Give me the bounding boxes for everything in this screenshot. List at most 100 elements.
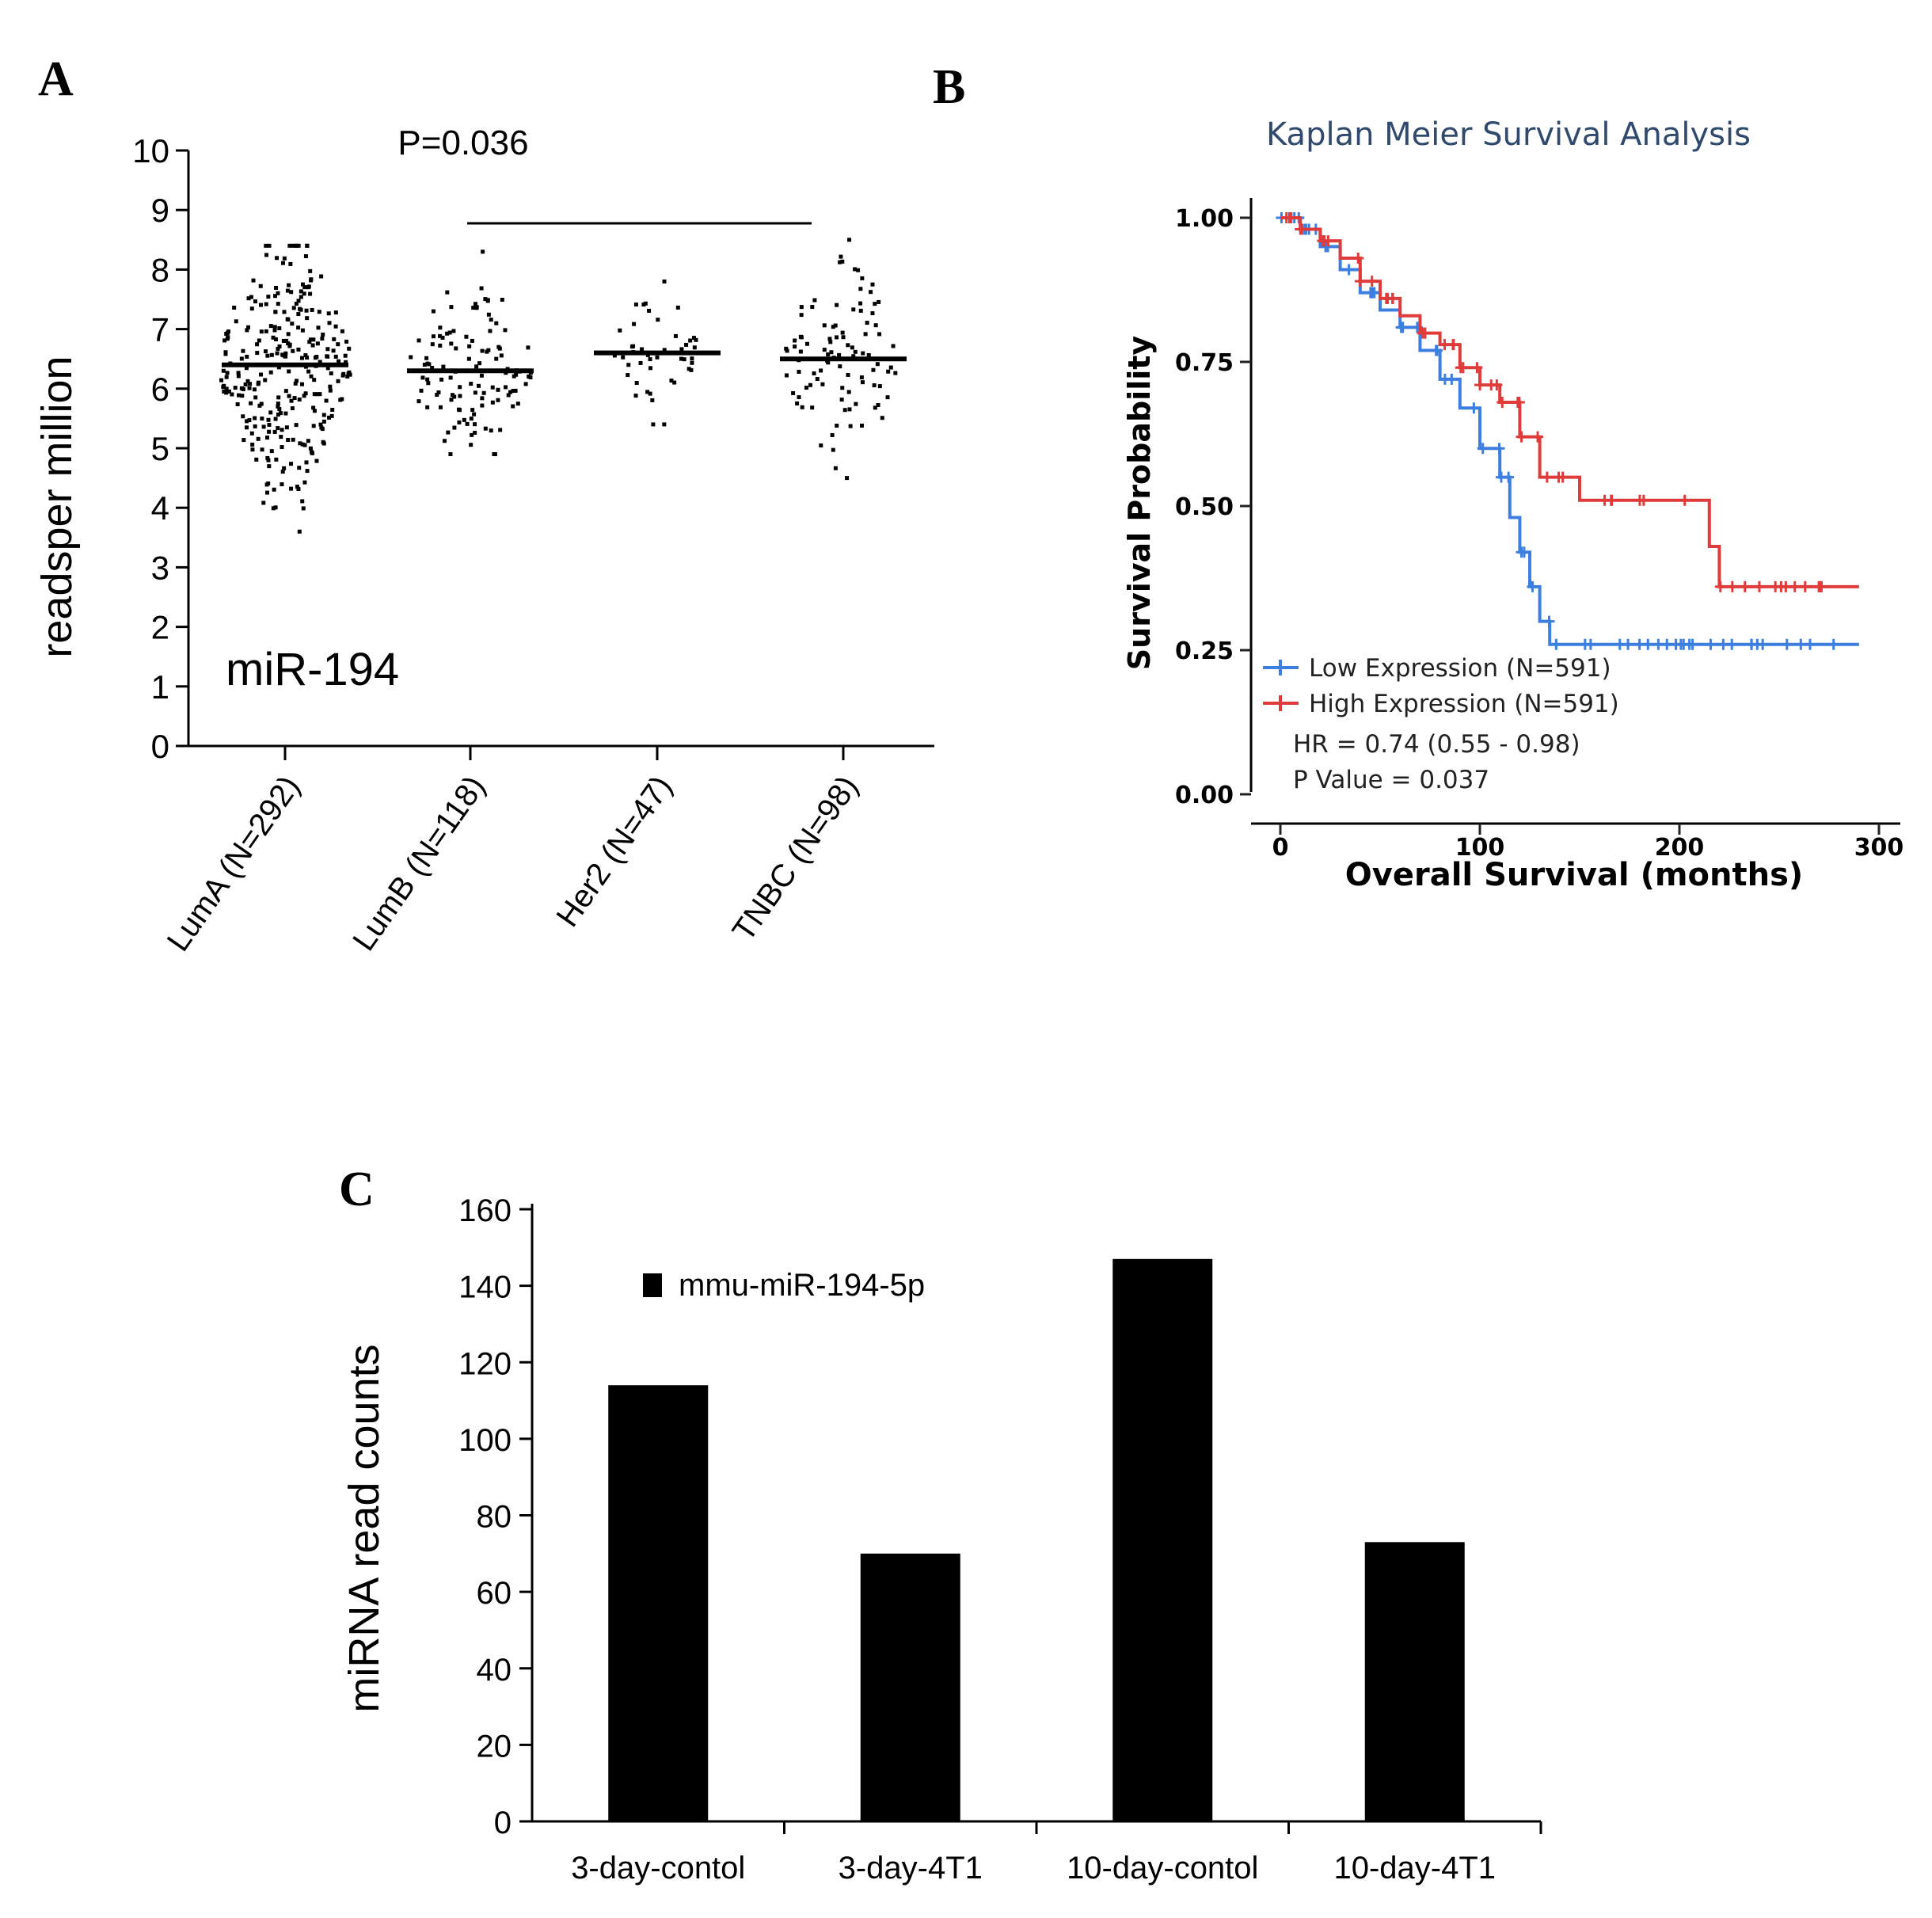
data-point	[286, 332, 291, 337]
data-point	[673, 333, 678, 338]
data-point	[294, 379, 299, 383]
data-point	[250, 447, 255, 452]
data-point	[480, 348, 485, 353]
data-point	[438, 325, 443, 330]
y-tick-label-a: 3	[151, 549, 169, 586]
data-point	[858, 287, 863, 291]
data-point	[866, 352, 871, 357]
data-point	[330, 408, 335, 413]
data-point	[686, 367, 691, 371]
data-point	[303, 353, 308, 358]
data-point	[826, 352, 831, 357]
data-point	[289, 486, 294, 491]
censor-mark	[1380, 292, 1392, 304]
data-point	[612, 353, 617, 358]
censor-mark	[1446, 373, 1458, 385]
data-point	[688, 338, 693, 343]
data-point	[258, 303, 263, 307]
data-point	[289, 462, 294, 466]
data-point	[820, 382, 825, 386]
data-point	[871, 367, 876, 372]
censor-mark	[1642, 638, 1654, 650]
data-point	[500, 297, 504, 302]
data-point	[822, 323, 827, 328]
data-point	[290, 322, 295, 326]
censor-mark	[1295, 223, 1306, 235]
data-point	[333, 324, 338, 329]
data-point	[819, 443, 823, 447]
data-point	[298, 306, 302, 311]
data-point	[326, 311, 331, 316]
data-point	[336, 342, 340, 347]
data-point	[302, 394, 306, 398]
data-point	[274, 457, 279, 462]
data-point	[327, 321, 332, 325]
data-point	[311, 405, 316, 410]
data-point	[337, 359, 341, 363]
x-tick-label-a: Her2 (N=47)	[550, 770, 679, 933]
y-tick-label-c: 80	[477, 1500, 512, 1535]
censor-mark	[1364, 287, 1376, 299]
data-point	[854, 401, 858, 406]
data-point	[276, 395, 281, 400]
data-point	[257, 338, 261, 343]
legend-label-c: mmu-miR-194-5p	[679, 1268, 925, 1303]
data-point	[296, 312, 301, 317]
data-point	[268, 324, 273, 329]
data-point	[292, 396, 297, 401]
data-point	[266, 458, 271, 462]
y-tick-label-a: 7	[151, 311, 169, 348]
data-point	[306, 439, 310, 443]
data-point	[297, 466, 302, 470]
data-point	[436, 390, 441, 394]
data-point	[264, 349, 268, 354]
data-point	[409, 355, 413, 360]
data-point	[278, 411, 283, 416]
data-point	[328, 384, 333, 389]
data-point	[307, 340, 312, 344]
data-point	[275, 351, 280, 356]
data-point	[260, 417, 264, 421]
data-point	[523, 382, 528, 386]
data-point	[234, 319, 238, 324]
data-point	[329, 413, 334, 418]
data-point	[838, 364, 842, 369]
data-point	[689, 367, 694, 372]
y-axis-label-c: miRNA read counts	[340, 1344, 388, 1712]
data-point	[304, 460, 309, 465]
data-point	[467, 344, 472, 348]
data-point	[276, 302, 280, 306]
data-point	[853, 349, 858, 354]
data-point	[276, 365, 281, 370]
data-point	[457, 420, 462, 424]
data-point	[327, 415, 332, 420]
data-point	[840, 386, 845, 390]
data-point	[295, 485, 299, 489]
data-point	[296, 487, 301, 492]
bar	[1112, 1258, 1213, 1821]
data-point	[829, 350, 834, 355]
data-point	[891, 344, 896, 348]
data-point	[276, 413, 280, 417]
data-point	[633, 394, 638, 398]
data-point	[329, 371, 333, 375]
data-point	[839, 254, 843, 259]
data-point	[684, 342, 689, 347]
data-point	[692, 345, 697, 350]
data-point	[268, 370, 273, 375]
data-point	[344, 339, 349, 344]
data-point	[263, 378, 268, 382]
data-point	[798, 334, 803, 339]
data-point	[281, 338, 286, 343]
data-point	[280, 470, 285, 474]
data-point	[296, 299, 301, 303]
data-point	[514, 372, 519, 377]
censor-mark	[1633, 494, 1645, 506]
data-point	[469, 443, 473, 447]
censor-mark	[1550, 638, 1562, 650]
y-tick-label-a: 1	[151, 668, 169, 706]
data-point	[319, 274, 324, 279]
data-point	[287, 283, 291, 287]
data-point	[799, 305, 804, 310]
data-point	[785, 348, 789, 353]
